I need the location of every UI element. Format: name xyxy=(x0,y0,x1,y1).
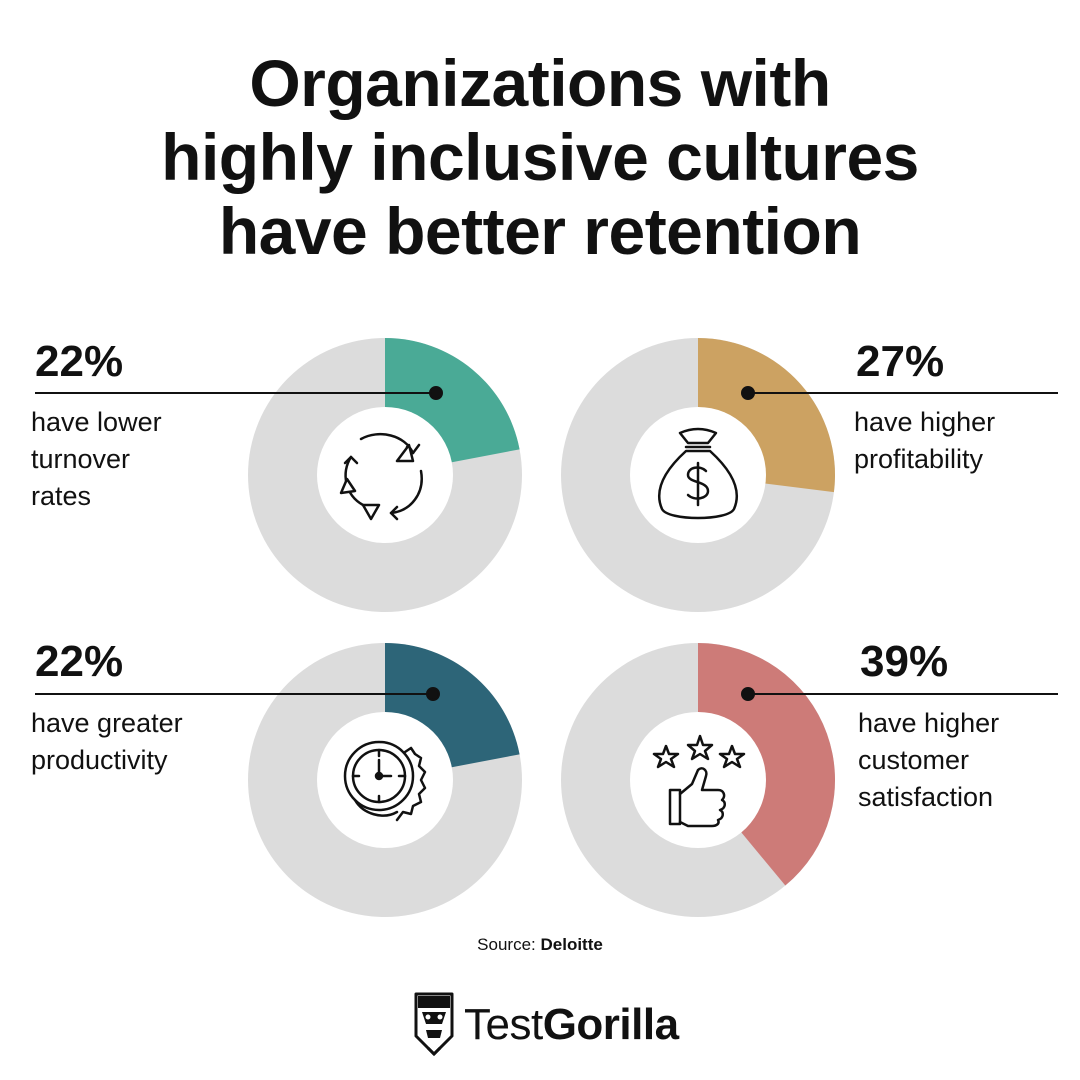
leader-dot xyxy=(426,687,440,701)
donut-hole xyxy=(317,712,453,848)
donut-hole xyxy=(317,407,453,543)
brand-logo: TestGorilla xyxy=(412,990,679,1060)
leader-dot xyxy=(741,687,755,701)
stat-description-turnover: have lower turnover rates xyxy=(31,404,162,515)
description-line: customer xyxy=(858,745,970,775)
clock-gear-icon xyxy=(343,740,427,822)
description-line: rates xyxy=(31,481,92,511)
money-bag-icon xyxy=(658,427,738,520)
title-line: have better retention xyxy=(218,194,862,268)
recycle-arrows-icon xyxy=(339,432,423,521)
donut-chart-productivity xyxy=(248,643,522,917)
description-line: have lower xyxy=(31,407,162,437)
stat-value-productivity: 22% xyxy=(35,637,124,686)
brand-bold: Gorilla xyxy=(542,1000,679,1049)
title-line: highly inclusive cultures xyxy=(161,120,919,194)
page-title: Organizations with highly inclusive cult… xyxy=(0,46,1080,268)
stat-value-turnover: 22% xyxy=(35,337,124,386)
description-line: turnover xyxy=(31,444,131,474)
description-line: satisfaction xyxy=(858,782,994,812)
donut-chart-turnover xyxy=(248,338,522,612)
stat-description-productivity: have greater productivity xyxy=(31,705,183,779)
description-line: have greater xyxy=(31,708,183,738)
description-line: have higher xyxy=(854,407,996,437)
stat-value-satisfaction: 39% xyxy=(860,637,949,686)
gorilla-logo-icon xyxy=(414,992,454,1057)
description-line: productivity xyxy=(31,745,168,775)
description-line: have higher xyxy=(858,708,1000,738)
stat-description-profitability: have higher profitability xyxy=(854,404,995,478)
stat-value-profitability: 27% xyxy=(856,337,945,386)
brand-light: Test xyxy=(464,1000,543,1049)
title-line: Organizations with xyxy=(249,46,831,120)
brand-wordmark: TestGorilla xyxy=(464,1000,679,1050)
source-note: Source: Deloitte xyxy=(0,935,1080,955)
donut-hole xyxy=(630,712,766,848)
leader-dot xyxy=(429,386,443,400)
donut-chart-satisfaction xyxy=(561,643,836,917)
description-line: profitability xyxy=(854,444,984,474)
source-name: Deloitte xyxy=(540,935,603,954)
donut-slice xyxy=(698,643,836,886)
source-label: Source: xyxy=(477,935,536,954)
leader-dot xyxy=(741,386,755,400)
stars-thumbs-up-icon xyxy=(652,734,746,828)
stat-description-satisfaction: have higher customer satisfaction xyxy=(858,705,999,816)
